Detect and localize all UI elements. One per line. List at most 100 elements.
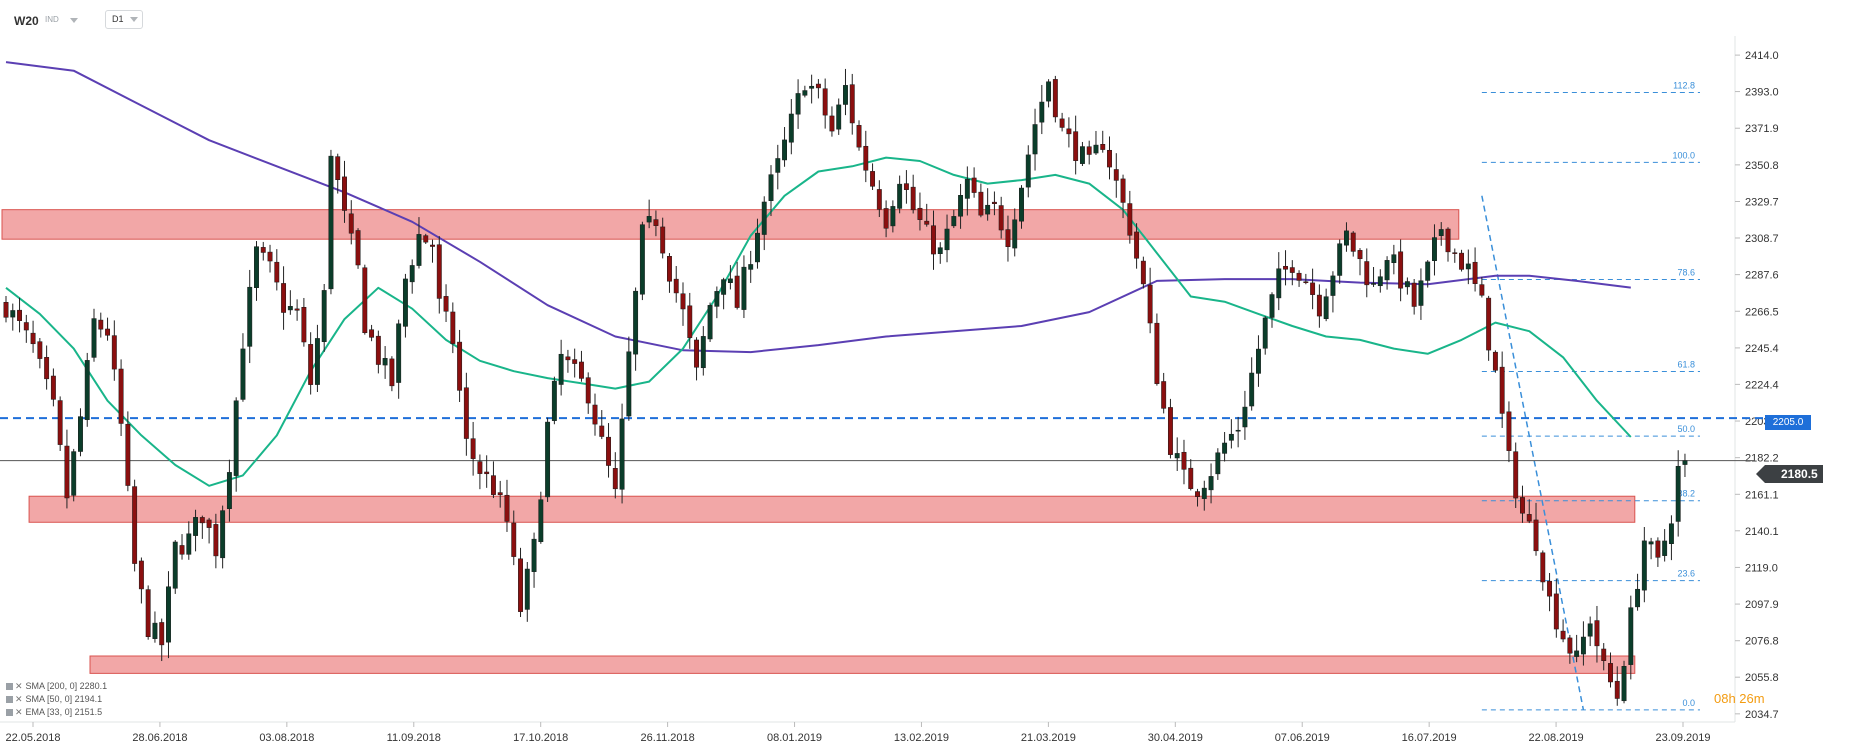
- candle-body: [328, 155, 334, 290]
- candle-body: [1479, 284, 1485, 296]
- candle-body: [416, 234, 422, 266]
- candle-body: [1310, 282, 1316, 295]
- candle-body: [1608, 663, 1613, 683]
- candle-body: [1025, 154, 1031, 188]
- candle-body: [132, 486, 138, 564]
- candle-body: [254, 246, 259, 288]
- sma50-line: [5, 156, 1632, 487]
- candle-body: [843, 85, 848, 105]
- candle-body: [1242, 406, 1248, 428]
- candle-body: [558, 353, 564, 385]
- candle-body: [287, 306, 293, 311]
- y-tick-label: 2350.8: [1745, 160, 1779, 172]
- candle-body: [44, 357, 50, 380]
- symbol-chevron-down-icon[interactable]: [70, 18, 78, 23]
- candle-body: [1303, 281, 1309, 283]
- y-tick-label: 2266.5: [1745, 306, 1779, 318]
- candle-body: [1032, 124, 1038, 155]
- y-tick-label: 2076.8: [1745, 636, 1779, 648]
- candle-body: [788, 113, 794, 143]
- candle-body: [599, 425, 605, 437]
- candle-body: [199, 517, 205, 524]
- candle-body: [1547, 580, 1553, 597]
- candle-body: [876, 189, 882, 210]
- candle-body: [1120, 178, 1126, 203]
- candle-body: [1540, 552, 1546, 583]
- y-tick-label: 2329.7: [1745, 197, 1779, 209]
- candle-body: [1438, 229, 1444, 236]
- candle-body: [423, 235, 429, 243]
- candle-body: [1648, 541, 1654, 545]
- candle-body: [1492, 351, 1498, 371]
- candle-body: [23, 322, 29, 331]
- candle-body: [1398, 251, 1404, 289]
- candle-body: [1012, 219, 1018, 249]
- candle-body: [883, 208, 889, 229]
- candle-body: [145, 589, 151, 637]
- y-tick-label: 2161.1: [1745, 489, 1779, 501]
- legend-value: 2194.1: [74, 694, 103, 704]
- candle-body: [1113, 169, 1119, 181]
- candle-body: [748, 264, 754, 270]
- remove-indicator-icon[interactable]: ✕: [15, 694, 23, 704]
- candle-body: [585, 377, 591, 404]
- candle-body: [1384, 260, 1390, 281]
- x-tick-label: 07.06.2019: [1275, 732, 1330, 744]
- candle-body: [1445, 228, 1451, 253]
- candle-body: [951, 216, 957, 227]
- legend-value: 2151.5: [74, 707, 103, 717]
- indicator-settings-icon[interactable]: [6, 709, 13, 716]
- candle-body: [1228, 433, 1234, 441]
- candle-body: [1188, 467, 1194, 489]
- x-tick-label: 03.08.2018: [259, 732, 314, 744]
- remove-indicator-icon[interactable]: ✕: [15, 707, 23, 717]
- candle-body: [1560, 630, 1566, 640]
- candle-body: [98, 319, 104, 330]
- y-tick-label: 2414.0: [1745, 50, 1779, 62]
- candle-body: [633, 290, 639, 355]
- candle-body: [294, 308, 300, 311]
- candle-body: [856, 125, 862, 148]
- support-resistance-zone: [89, 655, 1636, 674]
- candle-body: [680, 293, 686, 310]
- legend-item-sma200: ✕ SMA [200, 0] 2280.1: [6, 681, 107, 692]
- candle-body: [741, 266, 747, 310]
- y-tick-label: 2097.9: [1745, 599, 1779, 611]
- candle-body: [1452, 252, 1458, 254]
- candle-body: [612, 468, 618, 490]
- candle-body: [1046, 81, 1052, 102]
- candle-body: [985, 204, 991, 215]
- candle-body: [1289, 267, 1295, 273]
- candle-body: [545, 421, 551, 498]
- y-tick-label: 2287.6: [1745, 270, 1779, 282]
- candle-body: [700, 336, 706, 369]
- candle-body: [653, 219, 659, 226]
- candle-body: [910, 186, 916, 211]
- candle-body: [193, 517, 199, 536]
- candle-body: [1635, 588, 1641, 608]
- candle-body: [1513, 451, 1519, 499]
- candle-body: [870, 171, 876, 187]
- remove-indicator-icon[interactable]: ✕: [15, 681, 23, 691]
- candle-body: [1208, 476, 1214, 491]
- x-tick-label: 16.07.2019: [1402, 732, 1457, 744]
- candle-body: [220, 510, 226, 559]
- indicator-settings-icon[interactable]: [6, 696, 13, 703]
- candle-body: [673, 278, 679, 294]
- indicator-settings-icon[interactable]: [6, 683, 13, 690]
- candle-body: [1472, 261, 1478, 284]
- candle-body: [436, 244, 442, 299]
- chart-toolbar: W20 IND D1: [0, 0, 1866, 36]
- candle-body: [17, 309, 22, 321]
- candle-body: [579, 361, 584, 379]
- candle-body: [463, 387, 469, 439]
- candle-body: [166, 586, 171, 643]
- candle-body: [1641, 540, 1647, 591]
- candle-body: [1662, 540, 1668, 556]
- candle-body: [890, 206, 896, 227]
- symbol-label[interactable]: W20: [14, 14, 39, 28]
- candle-body: [267, 251, 273, 262]
- candle-body: [1411, 282, 1417, 307]
- timeframe-select[interactable]: D1: [105, 10, 143, 29]
